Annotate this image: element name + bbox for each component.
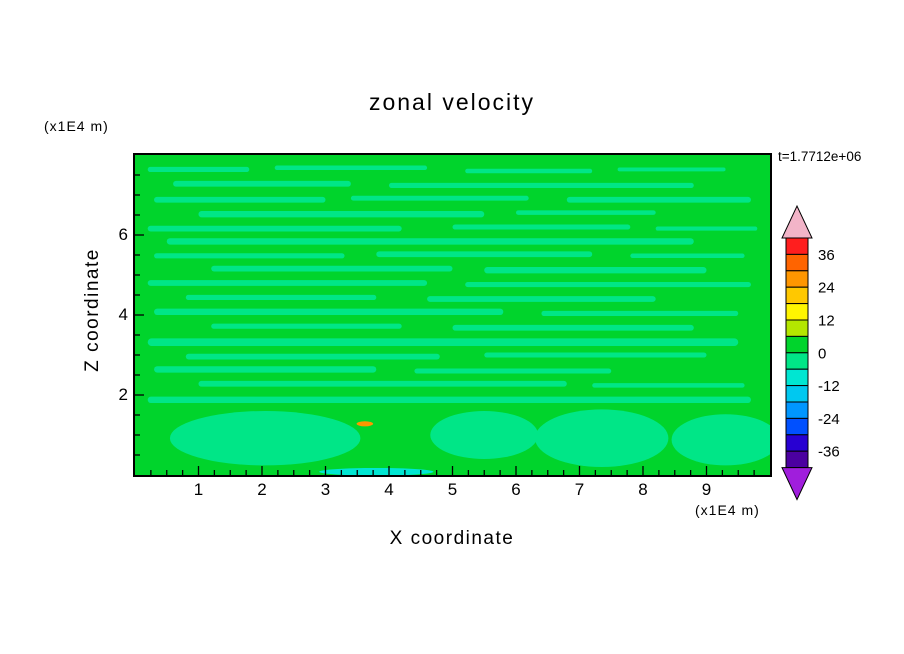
- y-tick-label: 6: [118, 225, 128, 244]
- contour-streak: [147, 166, 250, 172]
- x-tick-label: 1: [193, 480, 204, 499]
- plot-frame: [133, 153, 772, 477]
- colorbar-band: [785, 303, 809, 321]
- colorbar-label: 0: [818, 345, 826, 362]
- x-tick-label: 7: [574, 480, 585, 499]
- colorbar-band: [785, 335, 809, 354]
- colorbar-band: [785, 253, 809, 272]
- colorbar-band: [785, 434, 809, 452]
- colorbar-label: -36: [818, 444, 840, 461]
- colorbar: 36 24 12 0 -12 -24 -36: [781, 204, 840, 501]
- x-axis-unit: (x1E4 m): [695, 502, 760, 518]
- contour-streak: [211, 323, 402, 329]
- contour-lobe: [671, 414, 770, 466]
- contour-streak: [185, 294, 377, 300]
- x-tick-label: 5: [447, 480, 458, 499]
- x-tick-label: 8: [638, 480, 648, 499]
- x-tick-label: 2: [257, 480, 267, 499]
- contour-streak: [173, 180, 351, 187]
- x-axis-label: X coordinate: [389, 528, 515, 549]
- contour-streak: [427, 296, 656, 302]
- contour-streak: [566, 196, 751, 203]
- colorbar-arrow-top: [781, 204, 813, 239]
- colorbar-label: -12: [818, 378, 840, 395]
- contour-spot: [356, 421, 374, 427]
- contour-streak: [147, 225, 402, 232]
- contour-streak: [154, 253, 345, 259]
- x-tick-label: 4: [384, 480, 394, 499]
- contour-streak: [655, 226, 758, 231]
- contour-streak: [389, 182, 694, 188]
- contour-streak: [617, 167, 726, 172]
- contour-streak: [198, 380, 567, 387]
- contour-streak: [630, 253, 745, 259]
- contour-streak: [185, 353, 440, 360]
- contour-streak: [484, 352, 707, 358]
- contour-streak: [147, 338, 739, 347]
- contour-streak: [274, 165, 428, 171]
- colorbar-band: [785, 352, 809, 370]
- contour-streak: [350, 195, 529, 201]
- contour-streak: [154, 366, 377, 373]
- colorbar-band: [785, 401, 809, 419]
- contour-streak: [592, 383, 745, 388]
- contour-lobe: [430, 411, 539, 459]
- contour-streak: [465, 168, 593, 174]
- contour-streak: [541, 310, 739, 316]
- colorbar-band: [785, 385, 809, 403]
- contour-lobe: [169, 411, 361, 466]
- colorbar-band: [785, 270, 809, 288]
- colorbar-arrow-bottom: [781, 467, 813, 501]
- contour-streak: [211, 265, 453, 272]
- y-axis-unit: (x1E4 m): [44, 118, 109, 134]
- contour-lobe: [535, 409, 669, 467]
- x-tick-label: 9: [701, 480, 712, 499]
- y-tick-label: 4: [118, 305, 128, 324]
- colorbar-band: [785, 319, 809, 337]
- contour-streak: [154, 196, 326, 203]
- colorbar-band: [785, 237, 809, 255]
- colorbar-band: [785, 286, 809, 305]
- contour-streak: [516, 210, 656, 215]
- colorbar-band: [785, 417, 809, 436]
- contour-streak: [376, 251, 593, 258]
- colorbar-band: [785, 368, 809, 387]
- time-annotation: t=1.7712e+06: [778, 149, 862, 164]
- colorbar-band: [785, 450, 809, 469]
- colorbar-label: 12: [818, 313, 835, 330]
- contour-streak: [154, 308, 504, 315]
- chart-title: zonal velocity: [368, 89, 536, 115]
- contour-streak: [166, 238, 694, 245]
- contour-streak: [414, 368, 612, 374]
- colorbar-label: 36: [818, 247, 835, 264]
- contour-streak: [147, 396, 751, 403]
- contour-streak: [198, 211, 485, 218]
- colorbar-label: 24: [818, 280, 835, 297]
- contour-streak: [484, 267, 707, 274]
- contour-streak: [147, 280, 428, 286]
- y-tick-label: 2: [118, 385, 128, 404]
- x-tick-label: 6: [511, 480, 521, 499]
- contour-streak: [465, 282, 751, 288]
- colorbar-label: -24: [818, 411, 840, 428]
- contour-streak: [452, 324, 694, 331]
- x-tick-label: 3: [320, 480, 331, 499]
- contour-streak: [452, 224, 631, 230]
- contour-field: [135, 155, 770, 475]
